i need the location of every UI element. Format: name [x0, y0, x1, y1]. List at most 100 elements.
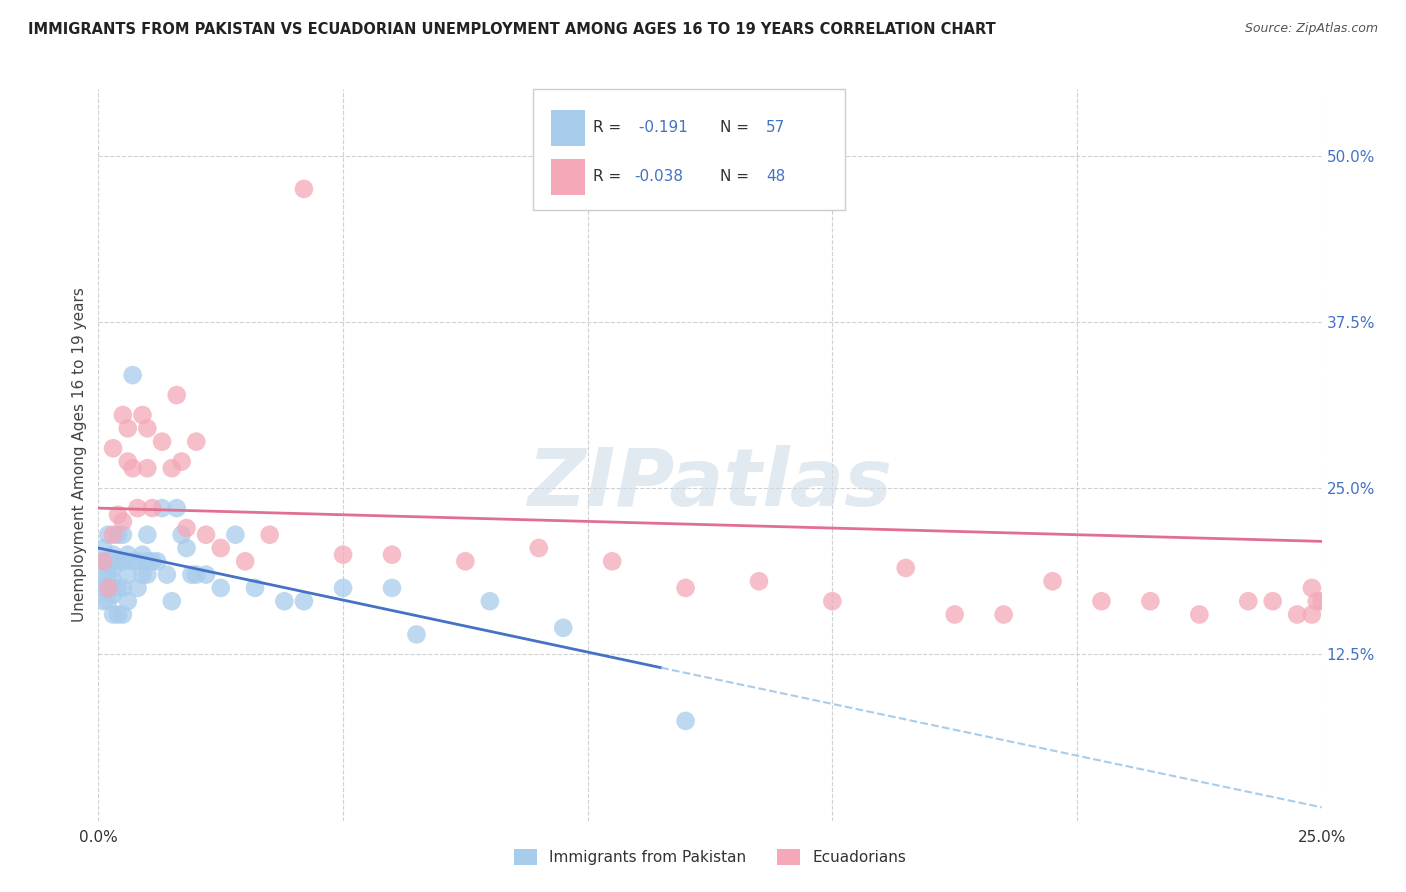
- FancyBboxPatch shape: [551, 159, 585, 195]
- Point: [675, 714, 697, 728]
- Point: [195, 567, 218, 582]
- Point: [993, 607, 1015, 622]
- Point: [821, 594, 844, 608]
- Text: 48: 48: [766, 169, 786, 185]
- Point: [1286, 607, 1309, 622]
- Point: [127, 501, 149, 516]
- Point: [136, 461, 159, 475]
- Point: [1306, 594, 1329, 608]
- Point: [150, 501, 173, 516]
- Point: [146, 554, 169, 568]
- Text: -0.038: -0.038: [634, 169, 683, 185]
- Point: [111, 515, 134, 529]
- Point: [97, 554, 120, 568]
- Point: [454, 554, 477, 568]
- Point: [141, 554, 163, 568]
- Point: [117, 421, 139, 435]
- Point: [209, 541, 232, 555]
- Point: [91, 567, 114, 582]
- Point: [101, 607, 124, 622]
- Point: [117, 594, 139, 608]
- Point: [553, 621, 575, 635]
- Point: [170, 454, 193, 468]
- Point: [224, 527, 246, 541]
- Point: [233, 554, 256, 568]
- Point: [101, 442, 124, 456]
- Point: [107, 581, 129, 595]
- Point: [101, 574, 124, 589]
- Point: [111, 527, 134, 541]
- Point: [91, 541, 114, 555]
- Point: [180, 567, 202, 582]
- Point: [1042, 574, 1064, 589]
- Point: [292, 594, 315, 608]
- Text: ZIPatlas: ZIPatlas: [527, 445, 893, 524]
- Point: [107, 508, 129, 522]
- Point: [332, 581, 354, 595]
- Point: [186, 434, 208, 449]
- Point: [107, 554, 129, 568]
- Point: [600, 554, 623, 568]
- Point: [136, 554, 159, 568]
- Point: [101, 561, 124, 575]
- Point: [141, 501, 163, 516]
- Point: [332, 548, 354, 562]
- Point: [121, 461, 143, 475]
- Point: [156, 567, 179, 582]
- Point: [91, 594, 114, 608]
- FancyBboxPatch shape: [551, 110, 585, 146]
- Text: N =: N =: [720, 120, 754, 136]
- Text: 57: 57: [766, 120, 786, 136]
- Point: [127, 581, 149, 595]
- Point: [97, 527, 120, 541]
- Point: [186, 567, 208, 582]
- Point: [1301, 607, 1323, 622]
- Point: [748, 574, 770, 589]
- Point: [91, 554, 114, 568]
- Point: [527, 541, 550, 555]
- Point: [107, 607, 129, 622]
- Point: [91, 554, 114, 568]
- Point: [675, 581, 697, 595]
- Point: [1310, 594, 1333, 608]
- Point: [273, 594, 295, 608]
- Point: [121, 368, 143, 383]
- Point: [121, 554, 143, 568]
- Point: [176, 541, 198, 555]
- Point: [136, 421, 159, 435]
- Point: [97, 581, 120, 595]
- Point: [101, 588, 124, 602]
- Point: [136, 567, 159, 582]
- Point: [117, 567, 139, 582]
- Point: [91, 581, 114, 595]
- Text: R =: R =: [592, 169, 626, 185]
- Point: [97, 581, 120, 595]
- Point: [166, 388, 188, 402]
- Point: [131, 548, 153, 562]
- Point: [97, 594, 120, 608]
- Point: [117, 548, 139, 562]
- Point: [97, 567, 120, 582]
- Point: [894, 561, 917, 575]
- Point: [117, 454, 139, 468]
- Point: [1139, 594, 1161, 608]
- Point: [127, 554, 149, 568]
- Text: R =: R =: [592, 120, 626, 136]
- Legend: Immigrants from Pakistan, Ecuadorians: Immigrants from Pakistan, Ecuadorians: [508, 843, 912, 871]
- Point: [1090, 594, 1112, 608]
- Point: [107, 527, 129, 541]
- Point: [1301, 581, 1323, 595]
- Point: [111, 408, 134, 422]
- Point: [166, 501, 188, 516]
- Text: -0.191: -0.191: [634, 120, 688, 136]
- Point: [111, 607, 134, 622]
- Point: [101, 527, 124, 541]
- Point: [943, 607, 966, 622]
- Point: [101, 548, 124, 562]
- Point: [131, 567, 153, 582]
- Point: [381, 548, 404, 562]
- Point: [381, 581, 404, 595]
- Point: [160, 594, 183, 608]
- Point: [111, 554, 134, 568]
- Point: [405, 627, 427, 641]
